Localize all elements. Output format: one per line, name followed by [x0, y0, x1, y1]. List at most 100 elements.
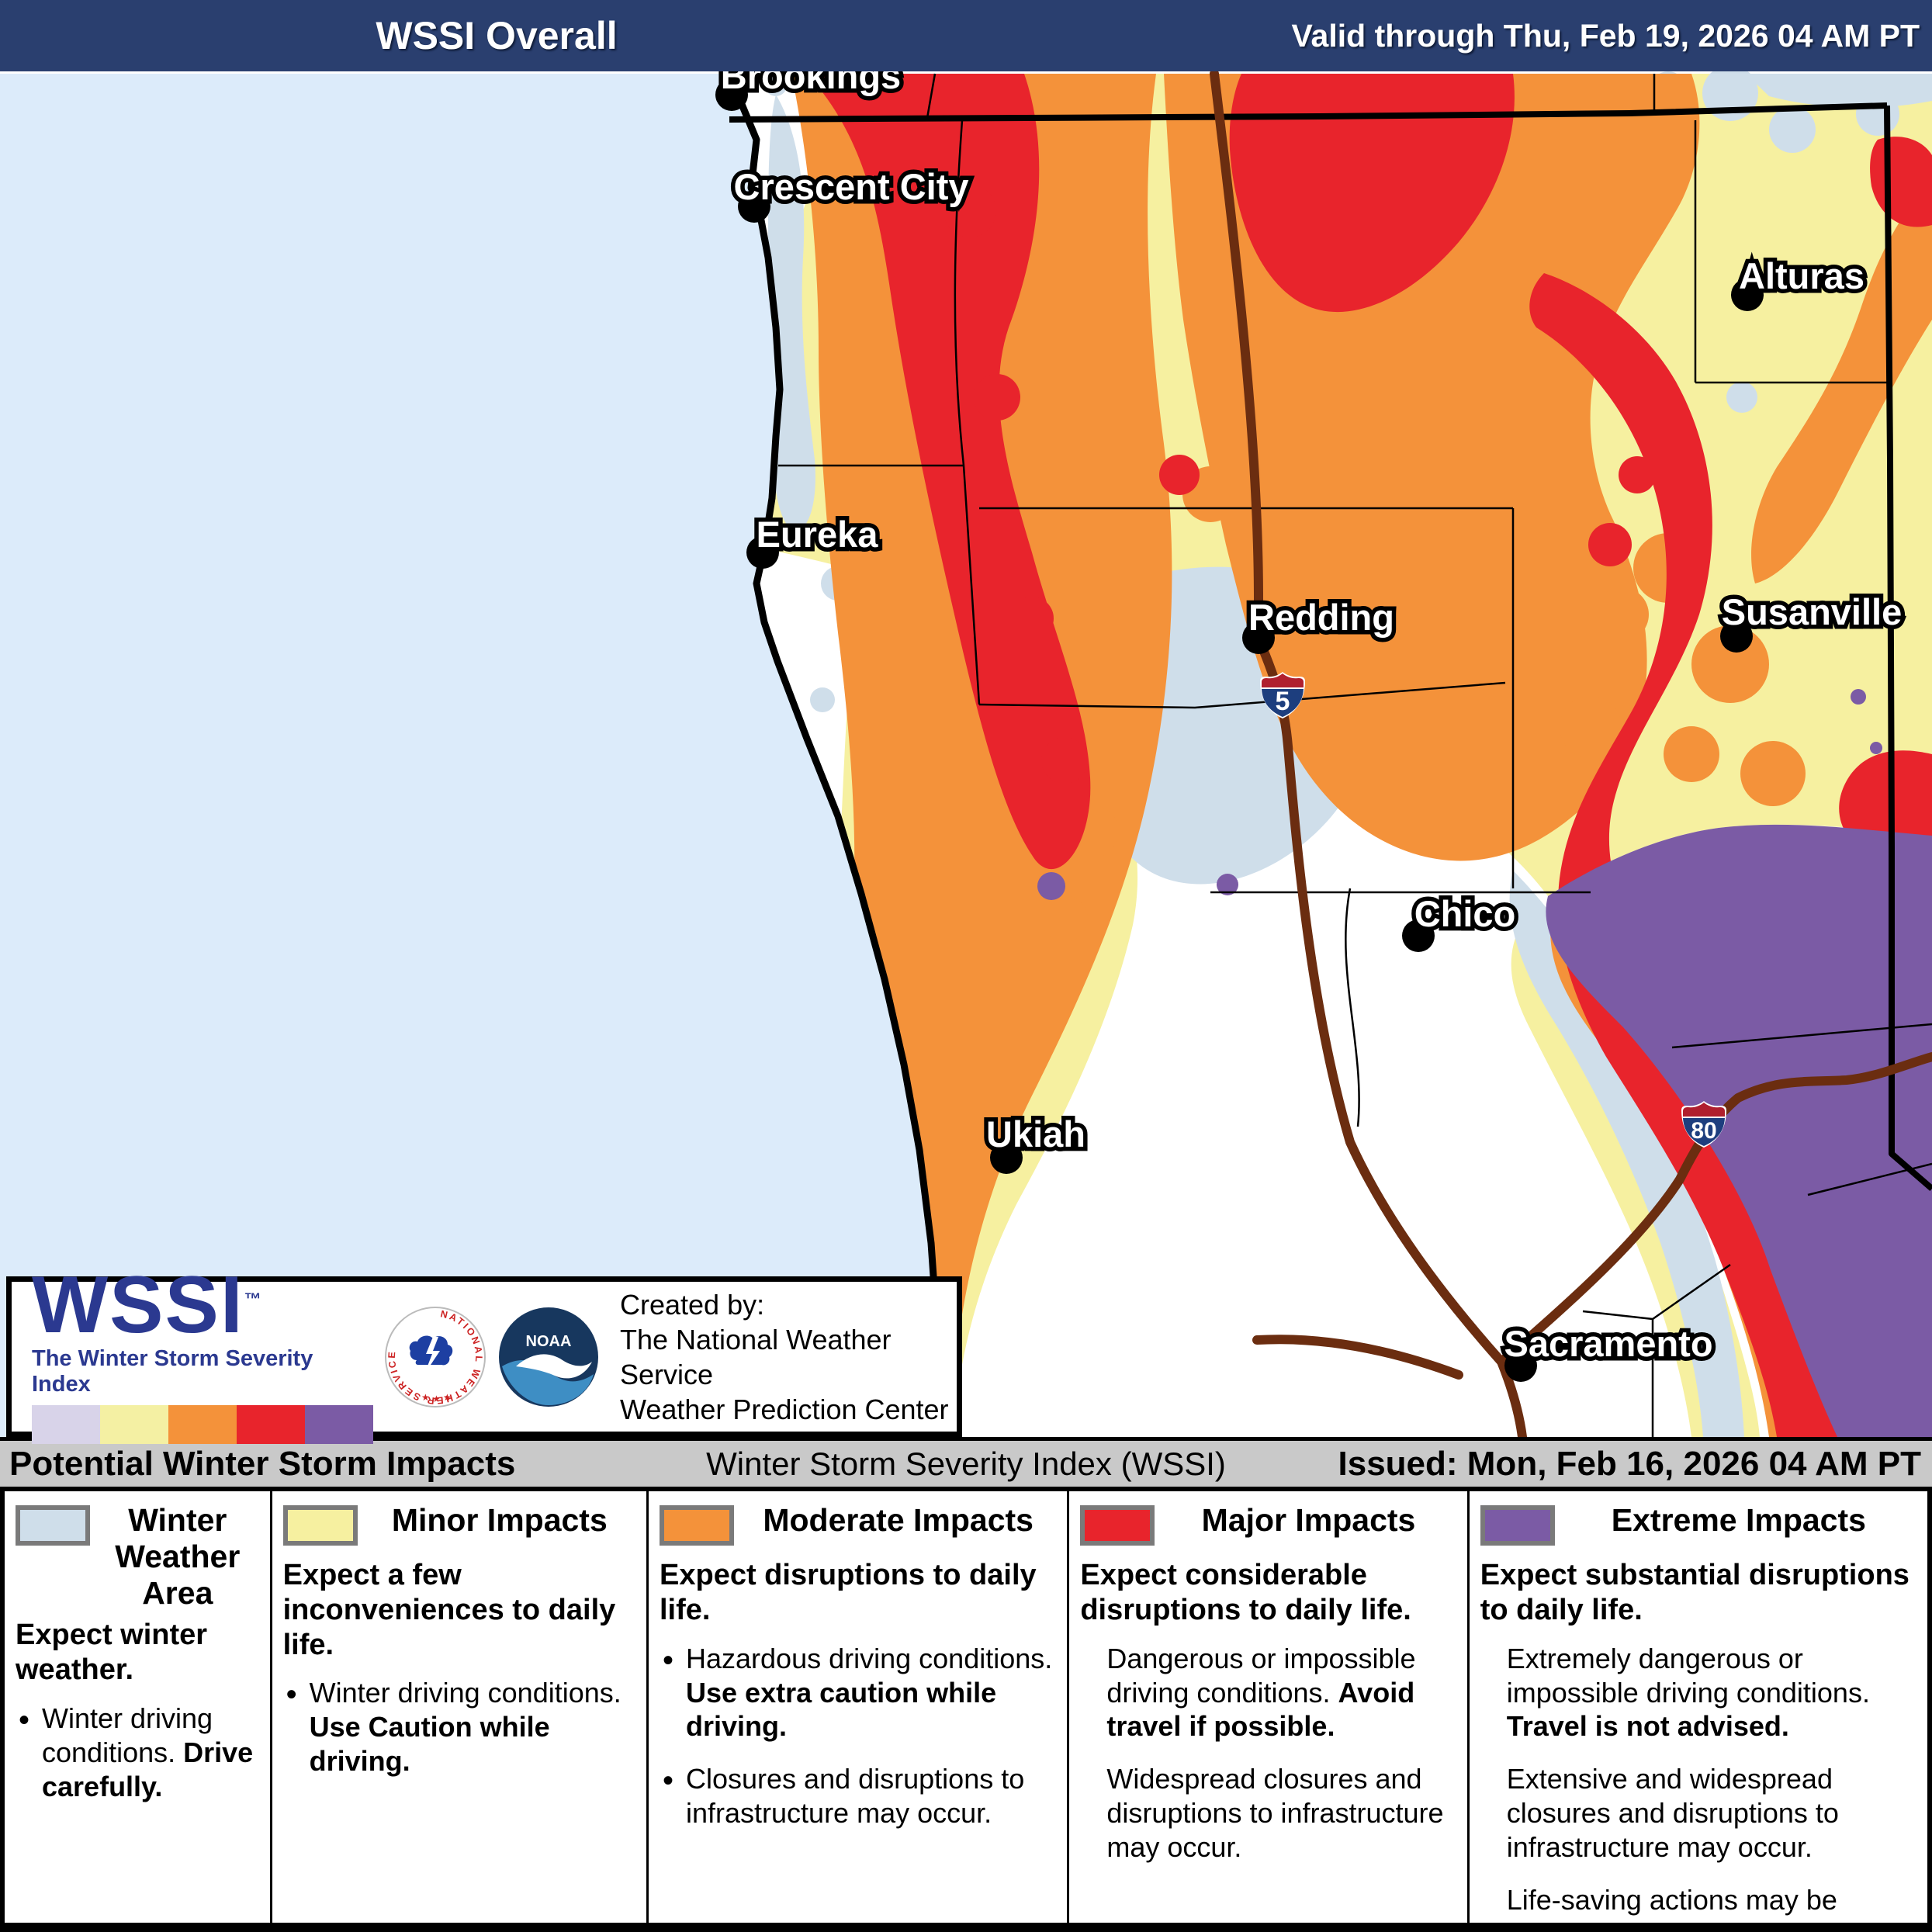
major-swatch	[1080, 1505, 1155, 1546]
wssi-wordmark: WSSI™	[32, 1259, 261, 1350]
extreme-bullets: Extremely dangerous or impossible drivin…	[1480, 1642, 1916, 1932]
major-lead: Expect considerable disruptions to daily…	[1080, 1559, 1411, 1626]
wssi-color-strip	[32, 1405, 373, 1445]
extreme-lead: Expect substantial disruptions to daily …	[1480, 1559, 1909, 1626]
extreme-title: Extreme Impacts	[1611, 1502, 1866, 1538]
legend-bullet: Extensive and widespread closures and di…	[1506, 1763, 1839, 1864]
legend-col-winter-weather: Winter Weather Area Expect winter weathe…	[5, 1491, 272, 1923]
minor-lead: Expect a few inconveniences to daily lif…	[282, 1559, 616, 1661]
legend-col-major: Major Impacts Expect considerable disrup…	[1069, 1491, 1470, 1923]
strip-minor-swatch	[100, 1405, 168, 1445]
legend-bullet: Winter driving conditions. Drive careful…	[19, 1702, 259, 1804]
susanville-label: Susanville	[1722, 591, 1903, 632]
chico-dot	[1402, 919, 1435, 952]
legend-bullet: Winter driving conditions. Use Caution w…	[286, 1676, 635, 1778]
minor-title: Minor Impacts	[391, 1502, 608, 1538]
svg-text:★: ★	[421, 1392, 430, 1403]
legend-bullet: Life-saving actions may be needed.	[1506, 1884, 1837, 1932]
nws-logo-icon: NATIONAL WEATHER SERVICE ★ ★ ★	[385, 1306, 486, 1407]
strip-moderate-swatch	[168, 1405, 237, 1445]
credit-line-1: Created by:	[620, 1288, 765, 1321]
header-bar: WSSI Overall Valid through Thu, Feb 19, …	[0, 0, 1932, 74]
winter-weather-lead: Expect winter weather.	[16, 1619, 208, 1687]
sacramento-label: Sacramento	[1504, 1323, 1712, 1364]
highway-west-spur	[1252, 1335, 1463, 1380]
strip-major-swatch	[237, 1405, 305, 1445]
legend-col-moderate: Moderate Impacts Expect disruptions to d…	[649, 1491, 1070, 1923]
svg-text:★: ★	[432, 1394, 441, 1404]
eureka-dot	[746, 536, 779, 569]
svg-text:★: ★	[443, 1392, 452, 1403]
extreme-region-sierra	[1546, 824, 1932, 1437]
svg-text:5: 5	[1276, 687, 1290, 716]
county-borders	[778, 73, 1932, 1437]
credit-line-2: The National Weather Service	[620, 1323, 892, 1390]
legend-col-extreme: Extreme Impacts Expect substantial disru…	[1470, 1491, 1927, 1932]
valid-through-label: Valid through Thu, Feb 19, 2026 04 AM PT	[1291, 17, 1920, 54]
major-bullets: Dangerous or impossible driving conditio…	[1080, 1642, 1456, 1864]
ukiah-dot	[990, 1141, 1023, 1174]
chico-label: Chico	[1414, 893, 1516, 934]
noaa-logo-icon: NOAA	[499, 1307, 598, 1407]
redding-label: Redding	[1248, 597, 1394, 638]
credit-line-3: Weather Prediction Center	[620, 1393, 949, 1425]
extreme-swatch	[1480, 1505, 1555, 1546]
sacramento-dot	[1504, 1349, 1537, 1382]
issued-bar: Potential Winter Storm Impacts Winter St…	[0, 1437, 1932, 1491]
brookings-label: Brookings	[721, 71, 901, 96]
extreme-specks	[1037, 689, 1882, 900]
strip-wwa-swatch	[32, 1405, 100, 1445]
wssi-map-svg: 5 80 Brookings	[0, 71, 1932, 1437]
moderate-swatch	[660, 1505, 734, 1546]
legend-bullet: Extremely dangerous or impossible drivin…	[1506, 1642, 1870, 1743]
wssi-subtitle: Winter Storm Severity Index (WSSI)	[706, 1445, 1226, 1482]
legend-bullet: Widespread closures and disruptions to i…	[1106, 1763, 1444, 1864]
eureka-label: Eureka	[757, 514, 879, 555]
major-region-klamath	[807, 74, 1091, 870]
ukiah-label: Ukiah	[986, 1113, 1085, 1155]
city-labels: Brookings Crescent City Eureka Redding A…	[716, 71, 1906, 1369]
crescent-city-label: Crescent City	[734, 166, 969, 207]
map-canvas[interactable]: 5 80 Brookings	[0, 71, 1932, 1437]
minor-swatch	[282, 1505, 358, 1546]
legend-bullet: Hazardous driving conditions. Use extra …	[663, 1642, 1056, 1744]
issued-timestamp: Issued: Mon, Feb 16, 2026 04 AM PT	[1338, 1444, 1921, 1483]
major-title: Major Impacts	[1201, 1502, 1416, 1538]
minor-bullets: Winter driving conditions. Use Caution w…	[283, 1676, 635, 1778]
credit-text: Created by: The National Weather Service…	[620, 1287, 957, 1427]
interstate-80-shield: 80	[1681, 1101, 1726, 1148]
legend-bullet: Dangerous or impossible driving conditio…	[1106, 1642, 1416, 1743]
alturas-label: Alturas	[1739, 255, 1864, 296]
brookings-dot	[715, 78, 748, 111]
alturas-dot	[1731, 279, 1764, 311]
svg-text:NOAA: NOAA	[526, 1333, 572, 1350]
interstate-5-shield: 5	[1260, 672, 1305, 718]
winter-weather-title: Winter Weather Area	[115, 1502, 241, 1612]
trademark-symbol: ™	[244, 1289, 261, 1309]
major-region-north-central	[1229, 74, 1515, 313]
nevada-border	[1884, 105, 1932, 1192]
legend-bullet: Closures and disruptions to infrastructu…	[663, 1762, 1056, 1830]
moderate-bullets: Hazardous driving conditions. Use extra …	[660, 1642, 1056, 1831]
strip-extreme-swatch	[305, 1405, 373, 1445]
impacts-bar-title: Potential Winter Storm Impacts	[9, 1444, 516, 1483]
wssi-credit-box: WSSI™ The Winter Storm Severity Index NA…	[6, 1265, 962, 1445]
page-title: WSSI Overall	[376, 14, 618, 57]
pacific-ocean	[0, 74, 940, 1437]
legend-col-minor: Minor Impacts Expect a few inconvenience…	[272, 1491, 649, 1923]
wssi-logo: WSSI™ The Winter Storm Severity Index	[12, 1259, 373, 1445]
svg-text:80: 80	[1691, 1118, 1716, 1144]
legend-panel: Winter Weather Area Expect winter weathe…	[0, 1491, 1932, 1932]
crescent-city-dot	[738, 190, 770, 223]
interstate-5-road	[1210, 71, 1527, 1437]
redding-dot	[1242, 621, 1275, 654]
winter-weather-swatch	[16, 1505, 90, 1546]
moderate-lead: Expect disruptions to daily life.	[660, 1559, 1037, 1626]
wssi-tagline: The Winter Storm Severity Index	[32, 1346, 313, 1397]
winter-weather-bullets: Winter driving conditions. Drive careful…	[16, 1702, 259, 1804]
susanville-dot	[1720, 620, 1753, 653]
city-dots	[715, 78, 1764, 1382]
moderate-title: Moderate Impacts	[763, 1502, 1034, 1538]
oregon-border	[729, 102, 1888, 123]
